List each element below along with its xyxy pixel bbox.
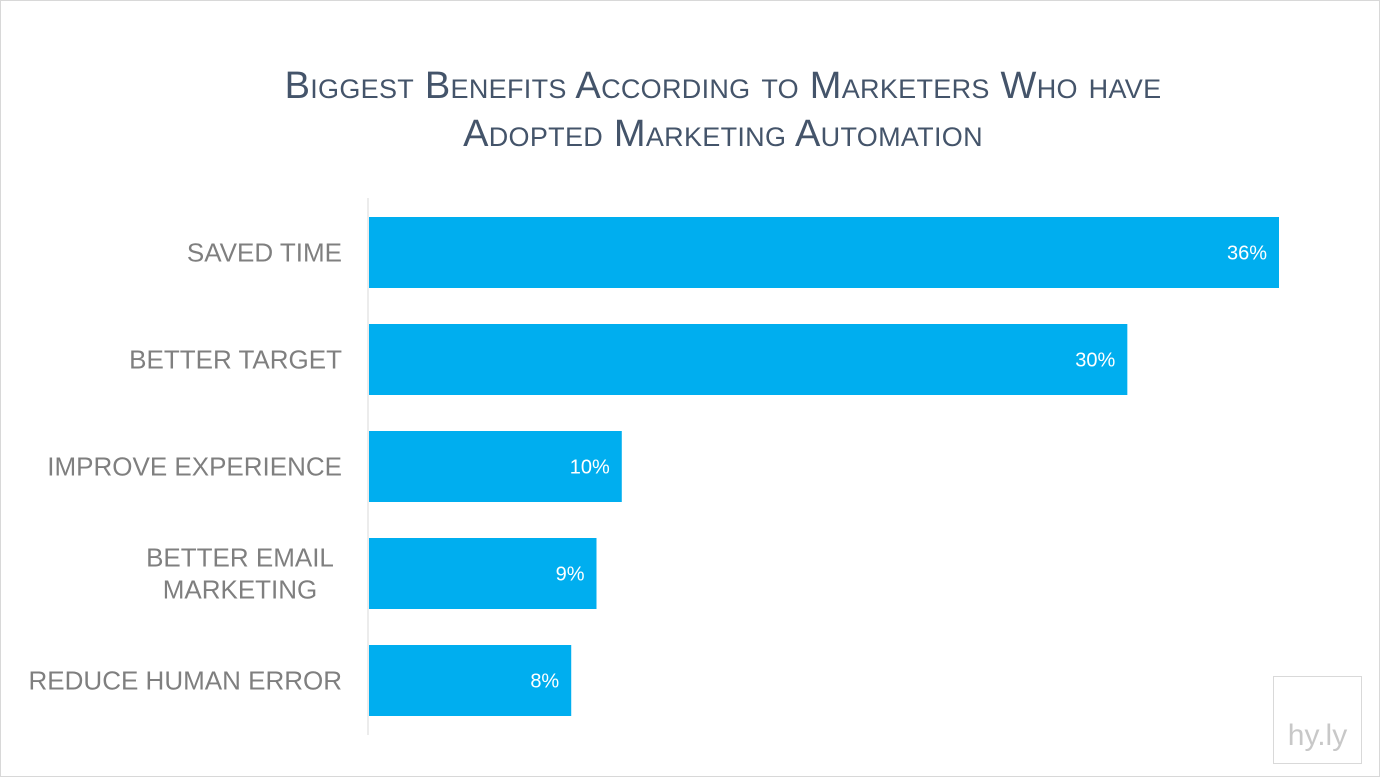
category-label-4-line-0: REDUCE HUMAN ERROR bbox=[29, 666, 342, 696]
bar-3 bbox=[369, 538, 597, 609]
category-label-0: SAVED TIME bbox=[187, 238, 342, 268]
bar-value-label-4: 8% bbox=[530, 671, 559, 693]
chart-title-line-2: Adopted Marketing Automation bbox=[463, 113, 983, 155]
category-label-0-line-0: SAVED TIME bbox=[187, 238, 342, 268]
category-label-3-line-0: BETTER EMAIL bbox=[146, 543, 334, 573]
category-label-3: BETTER EMAIL MARKETING bbox=[146, 543, 334, 605]
bar-value-label-3: 9% bbox=[556, 564, 585, 586]
hyly-logo-text: hy.ly bbox=[1287, 719, 1348, 752]
bar-1 bbox=[369, 324, 1128, 395]
bar-value-label-0: 36% bbox=[1227, 243, 1267, 265]
category-label-1-line-0: BETTER TARGET bbox=[129, 345, 342, 375]
category-label-1: BETTER TARGET bbox=[129, 345, 342, 375]
chart-title: Biggest Benefits According to Marketers … bbox=[0, 62, 1380, 158]
bar-4 bbox=[369, 645, 572, 716]
category-label-2: IMPROVE EXPERIENCE bbox=[47, 452, 342, 482]
category-label-3-line-1: MARKETING bbox=[163, 575, 318, 605]
category-label-4: REDUCE HUMAN ERROR bbox=[29, 666, 342, 696]
category-label-2-line-0: IMPROVE EXPERIENCE bbox=[47, 452, 342, 482]
bar-value-label-1: 30% bbox=[1075, 350, 1115, 372]
bar-0 bbox=[369, 217, 1279, 288]
chart-title-line-1: Biggest Benefits According to Marketers … bbox=[284, 65, 1162, 107]
bar-value-label-2: 10% bbox=[570, 457, 610, 479]
hyly-logo: hy.ly bbox=[1273, 676, 1362, 764]
bar-2 bbox=[369, 431, 622, 502]
